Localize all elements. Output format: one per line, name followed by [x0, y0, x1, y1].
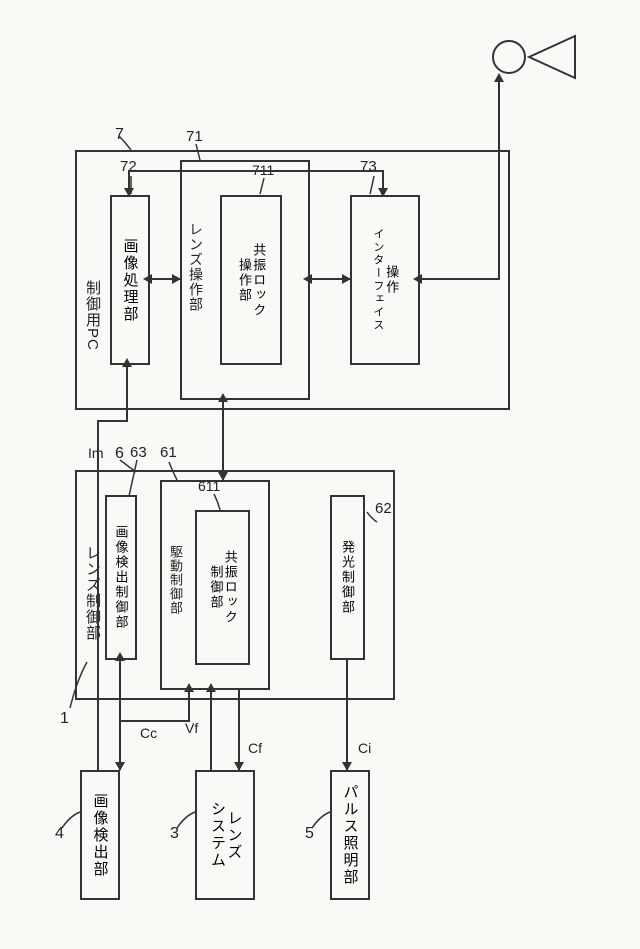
arrow-6-7-line	[222, 400, 224, 480]
block-71-title: レンズ操作部	[186, 222, 206, 312]
arrow-ci-head	[342, 762, 352, 771]
pc-num-lead	[115, 134, 133, 152]
pc-title: 制御用PC	[82, 280, 103, 351]
bus-h	[128, 170, 384, 172]
arrow-cf-line	[238, 690, 240, 770]
arrow-vf-line	[210, 690, 212, 770]
block-4-num-lead	[60, 810, 82, 830]
block-711-num-lead	[258, 176, 270, 196]
block-5-label: パルス照明部	[340, 784, 361, 886]
signal-Vf: Vf	[185, 720, 198, 736]
signal-Cf: Cf	[248, 740, 262, 756]
signal-Cc: Cc	[140, 725, 157, 741]
arrow-ci-line	[346, 660, 348, 770]
block-61-num-lead	[165, 460, 181, 482]
block-diagram: 1 画像検出部 4 レンズ システム 3 パルス照明部 5 レンズ制御部 6 画…	[0, 0, 640, 949]
block-611-text: 共振ロック 制御部	[208, 550, 237, 625]
block-73-l2: インターフェイス	[372, 228, 384, 332]
im-v2	[126, 365, 128, 422]
arrow-4-63-head	[115, 652, 125, 661]
block-62: 発光制御部	[330, 495, 365, 660]
im-head	[122, 358, 132, 367]
block-61-num: 61	[160, 444, 177, 461]
block-72-label: 画像処理部	[120, 238, 141, 323]
block-3-text: レンズ システム	[209, 801, 242, 869]
arrow-user-73-l	[413, 274, 422, 284]
arrow-63-61-h	[120, 720, 190, 722]
block-611-l1: 共振ロック	[223, 550, 237, 625]
arrow-63-4-head	[115, 762, 125, 771]
block-63-label: 画像検出制御部	[112, 525, 131, 630]
block-3-num-lead	[175, 810, 197, 830]
arrow-72-71-r	[172, 274, 181, 284]
arrow-72-71-l	[143, 274, 152, 284]
arrow-73-user-h	[420, 278, 500, 280]
block-711-l2: 操作部	[237, 243, 251, 318]
arrow-vf-head	[206, 683, 216, 692]
block-63-num-lead	[125, 458, 141, 498]
arrow-cf-head	[234, 762, 244, 771]
block-71-num-lead	[192, 142, 204, 162]
lens-control-title: レンズ制御部	[82, 545, 103, 641]
signal-Ci: Ci	[358, 740, 371, 756]
arrow-73-user-up	[494, 73, 504, 82]
block-4-label: 画像検出部	[90, 793, 111, 878]
bus-head-r	[378, 188, 388, 197]
im-h1	[97, 420, 127, 422]
block-3-l2: システム	[209, 801, 226, 869]
block-73: 操作 インターフェイス	[350, 195, 420, 365]
block-711: 共振ロック 操作部	[220, 195, 282, 365]
block-73-text: 操作 インターフェイス	[372, 228, 398, 332]
block-611: 共振ロック 制御部	[195, 510, 250, 665]
signal-Im: Im	[88, 445, 104, 461]
arrow-6-7-up	[218, 393, 228, 402]
block-5: パルス照明部	[330, 770, 370, 900]
block-4: 画像検出部	[80, 770, 120, 900]
arrow-63-4-line	[119, 660, 121, 770]
user-eye-circle	[492, 40, 526, 74]
block-61-title: 駆動制御部	[166, 545, 185, 615]
figure-num: 1	[60, 710, 69, 728]
arrow-71-73-r	[342, 274, 351, 284]
block-5-num-lead	[310, 810, 332, 830]
block-73-num: 73	[360, 158, 377, 175]
block-63: 画像検出制御部	[105, 495, 137, 660]
block-73-l1: 操作	[384, 228, 398, 332]
bus-head-l	[124, 188, 134, 197]
block-611-num-lead	[210, 492, 224, 512]
block-3: レンズ システム	[195, 770, 255, 900]
block-3-l1: レンズ	[225, 801, 242, 869]
arrow-63-61-v	[188, 690, 190, 722]
arrow-into-61-head	[184, 683, 194, 692]
block-711-text: 共振ロック 操作部	[237, 243, 266, 318]
arrow-73-user-v	[498, 80, 500, 280]
block-62-label: 発光制御部	[338, 540, 357, 615]
user-eye-triangle	[527, 32, 582, 82]
block-711-l1: 共振ロック	[251, 243, 265, 318]
im-v1	[97, 420, 99, 770]
arrow-71-73-l	[303, 274, 312, 284]
arrow-6-7-down	[218, 472, 228, 481]
block-62-num-lead	[365, 510, 379, 524]
block-611-l2: 制御部	[208, 550, 222, 625]
